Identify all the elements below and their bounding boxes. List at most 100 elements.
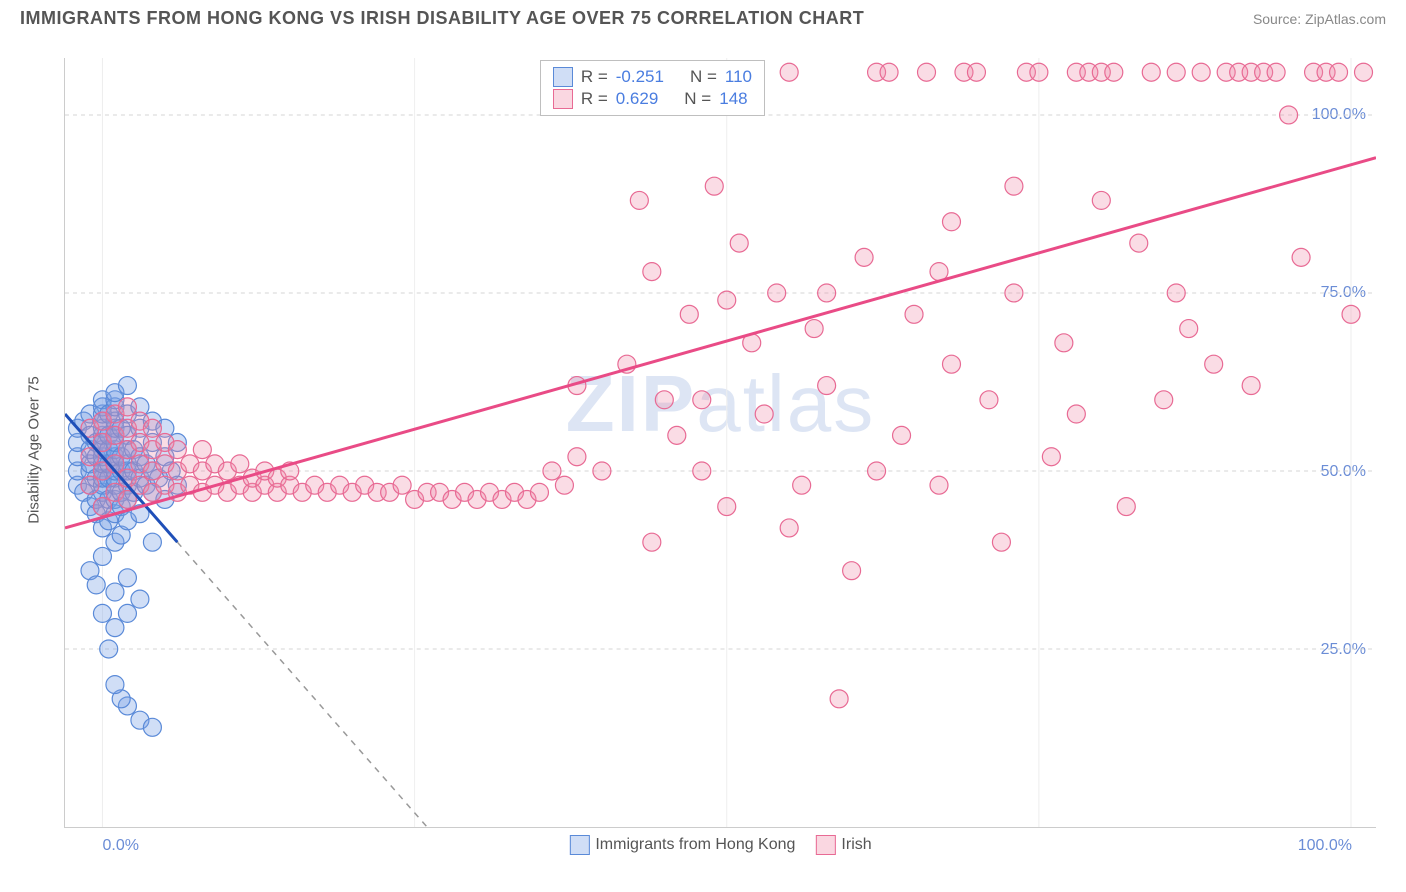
scatter-point [1142,63,1160,81]
scatter-point [1005,177,1023,195]
scatter-point [1280,106,1298,124]
legend-stats-box: R =-0.251N =110R =0.629N =148 [540,60,765,116]
n-label: N = [690,67,717,87]
n-value: 110 [725,67,752,87]
scatter-point [87,576,105,594]
r-value: 0.629 [616,89,659,109]
scatter-point [1267,63,1285,81]
scatter-point [543,462,561,480]
legend-stat-row: R = -0.251 N = 110 [553,67,752,87]
scatter-point [830,690,848,708]
scatter-point [143,419,161,437]
scatter-point [718,498,736,516]
scatter-point [680,305,698,323]
scatter-point [730,234,748,252]
scatter-point [1030,63,1048,81]
scatter-point [818,377,836,395]
scatter-point [555,476,573,494]
legend-swatch [569,835,589,855]
scatter-point [106,583,124,601]
n-label: N = [684,89,711,109]
legend-item: Irish [815,835,871,855]
scatter-point [530,483,548,501]
scatter-point [780,63,798,81]
scatter-point [818,284,836,302]
source-label: Source: [1253,11,1305,27]
scatter-point [106,676,124,694]
scatter-point [1355,63,1373,81]
scatter-point [855,248,873,266]
scatter-point [1242,377,1260,395]
scatter-point [118,569,136,587]
scatter-point [668,426,686,444]
chart-container: Disability Age Over 75 ZIPatlas R =-0.25… [20,40,1386,860]
scatter-point [693,391,711,409]
scatter-point [918,63,936,81]
scatter-point [1130,234,1148,252]
scatter-point [93,604,111,622]
r-label: R = [581,89,608,109]
scatter-point [1292,248,1310,266]
scatter-point [1167,63,1185,81]
scatter-point [143,533,161,551]
scatter-point [768,284,786,302]
plot-area: ZIPatlas R =-0.251N =110R =0.629N =148 2… [64,58,1376,828]
scatter-point [942,213,960,231]
scatter-point [780,519,798,537]
x-tick-label: 100.0% [1298,837,1352,855]
scatter-point [168,441,186,459]
scatter-point [643,533,661,551]
scatter-point [1330,63,1348,81]
scatter-point [905,305,923,323]
scatter-point [705,177,723,195]
scatter-point [1055,334,1073,352]
legend-item: Immigrants from Hong Kong [569,835,795,855]
scatter-point [980,391,998,409]
scatter-point [805,320,823,338]
scatter-point [868,462,886,480]
chart-title: IMMIGRANTS FROM HONG KONG VS IRISH DISAB… [20,8,864,29]
scatter-point [568,448,586,466]
scatter-point [967,63,985,81]
scatter-point [93,547,111,565]
legend-swatch [815,835,835,855]
scatter-point [393,476,411,494]
scatter-point [1042,448,1060,466]
legend-label: Irish [841,836,871,854]
scatter-point [880,63,898,81]
scatter-point [693,462,711,480]
r-value: -0.251 [616,67,664,87]
trend-line [65,158,1376,528]
scatter-point [143,718,161,736]
legend-stat-row: R = 0.629 N = 148 [553,89,752,109]
scatter-svg [65,58,1376,827]
source-value: ZipAtlas.com [1305,11,1386,27]
scatter-point [718,291,736,309]
scatter-point [1092,191,1110,209]
scatter-point [643,263,661,281]
scatter-point [1180,320,1198,338]
r-label: R = [581,67,608,87]
scatter-point [1067,405,1085,423]
scatter-point [131,590,149,608]
scatter-point [118,398,136,416]
scatter-point [118,604,136,622]
scatter-point [193,441,211,459]
scatter-point [1192,63,1210,81]
scatter-point [942,355,960,373]
scatter-point [843,562,861,580]
scatter-point [1155,391,1173,409]
scatter-point [93,498,111,516]
scatter-point [655,391,673,409]
trend-line-extension [177,542,427,827]
scatter-point [755,405,773,423]
source-attribution: Source: ZipAtlas.com [1253,11,1386,27]
n-value: 148 [719,89,747,109]
scatter-point [1342,305,1360,323]
scatter-point [593,462,611,480]
scatter-point [992,533,1010,551]
legend-swatch [553,67,573,87]
scatter-point [81,476,99,494]
scatter-point [118,377,136,395]
scatter-point [106,619,124,637]
